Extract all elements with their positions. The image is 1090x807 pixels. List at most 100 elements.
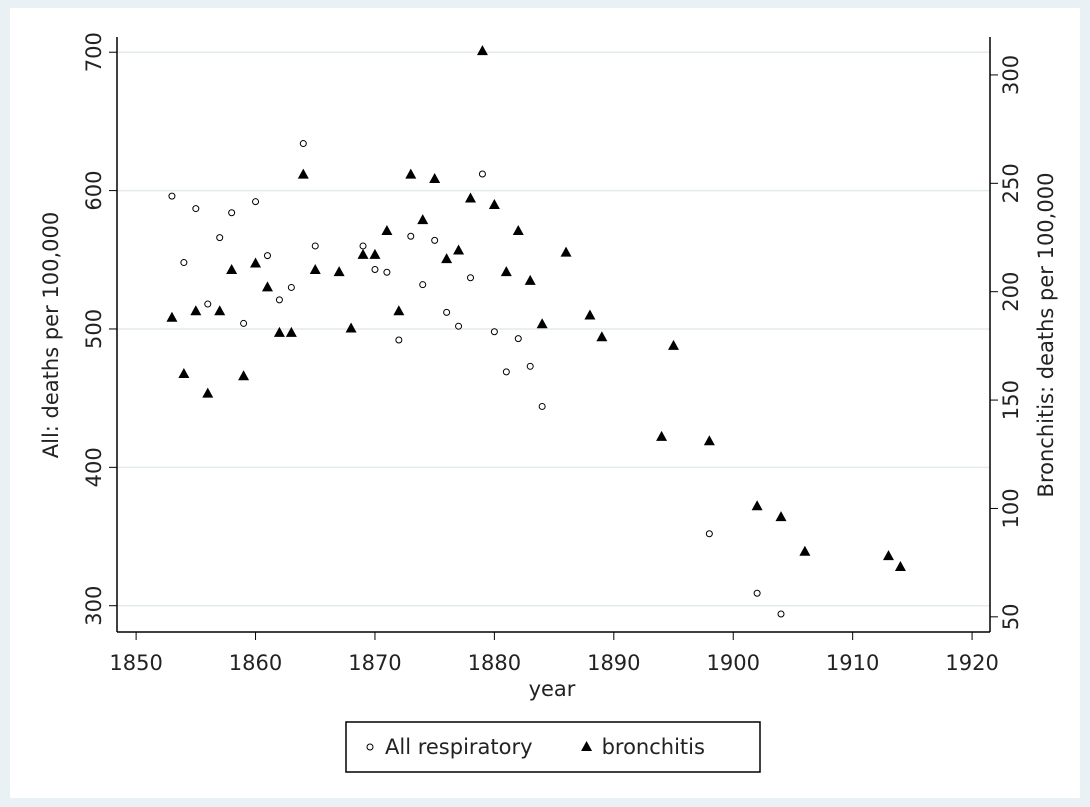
marker — [297, 168, 309, 179]
y-axis-title: All: deaths per 100,000 — [39, 212, 63, 458]
y2-tick-label: 250 — [999, 163, 1023, 203]
marker — [359, 242, 367, 250]
marker — [228, 209, 236, 217]
marker — [514, 335, 522, 343]
marker — [309, 264, 321, 275]
marker — [216, 234, 224, 242]
marker — [166, 311, 178, 322]
marker — [753, 589, 761, 597]
marker — [668, 339, 680, 350]
marker — [596, 331, 608, 342]
y2-tick-label: 150 — [999, 380, 1023, 420]
x-axis-title: year — [529, 677, 576, 701]
marker — [775, 511, 787, 522]
y-tick-label: 700 — [82, 32, 106, 72]
marker — [526, 362, 534, 370]
marker — [395, 336, 403, 344]
y2-tick-label: 200 — [999, 272, 1023, 312]
marker — [490, 328, 498, 336]
legend-marker — [366, 743, 374, 751]
marker — [345, 322, 357, 333]
marker — [250, 257, 262, 268]
marker — [407, 232, 415, 240]
marker — [263, 252, 271, 260]
marker — [333, 266, 345, 277]
marker — [441, 253, 453, 264]
marker — [500, 266, 512, 277]
marker — [204, 300, 212, 308]
y2-tick-label: 300 — [999, 55, 1023, 95]
marker — [512, 224, 524, 235]
marker — [431, 236, 439, 244]
marker — [252, 198, 260, 206]
x-tick-label: 1860 — [229, 651, 282, 675]
legend-label: bronchitis — [602, 735, 705, 759]
x-tick-label: 1870 — [348, 651, 401, 675]
marker — [299, 140, 307, 148]
marker — [357, 248, 369, 259]
marker — [502, 368, 510, 376]
marker — [371, 265, 379, 273]
marker — [285, 326, 297, 337]
marker — [419, 281, 427, 289]
marker — [455, 322, 463, 330]
x-tick-label: 1920 — [945, 651, 998, 675]
marker — [383, 268, 391, 276]
marker — [261, 281, 273, 292]
marker — [202, 387, 214, 398]
marker — [393, 305, 405, 316]
marker — [417, 214, 429, 225]
marker — [584, 309, 596, 320]
marker — [405, 168, 417, 179]
marker — [705, 530, 713, 538]
marker — [488, 198, 500, 209]
legend-label: All respiratory — [385, 735, 533, 759]
marker — [476, 45, 488, 56]
marker — [192, 205, 200, 213]
marker — [214, 305, 226, 316]
marker — [238, 370, 250, 381]
marker — [536, 318, 548, 329]
marker — [178, 368, 190, 379]
marker — [703, 435, 715, 446]
x-tick-label: 1890 — [587, 651, 640, 675]
marker — [538, 402, 546, 410]
marker — [751, 500, 763, 511]
marker — [240, 319, 248, 327]
x-tick-label: 1910 — [826, 651, 879, 675]
marker — [453, 244, 465, 255]
marker — [443, 308, 451, 316]
y2-tick-label: 50 — [999, 603, 1023, 630]
marker — [180, 259, 188, 267]
marker — [777, 610, 785, 618]
graph-region — [10, 8, 1080, 798]
marker — [275, 296, 283, 304]
marker — [429, 172, 441, 183]
marker — [226, 264, 238, 275]
marker — [560, 246, 572, 257]
marker — [381, 224, 393, 235]
marker — [524, 274, 536, 285]
marker — [656, 430, 668, 441]
marker — [894, 560, 906, 571]
y2-tick-label: 100 — [999, 488, 1023, 528]
legend-marker — [581, 741, 593, 751]
marker — [168, 192, 176, 200]
y-tick-label: 500 — [82, 309, 106, 349]
marker — [882, 550, 894, 561]
marker — [273, 326, 285, 337]
marker — [311, 242, 319, 250]
x-tick-label: 1850 — [109, 651, 162, 675]
marker — [190, 305, 202, 316]
y2-axis-title: Bronchitis: deaths per 100,000 — [1034, 173, 1058, 498]
y-tick-label: 300 — [82, 586, 106, 626]
y-tick-label: 400 — [82, 447, 106, 487]
marker — [478, 170, 486, 178]
marker — [464, 192, 476, 203]
legend-box — [345, 721, 761, 773]
x-tick-label: 1880 — [468, 651, 521, 675]
x-tick-label: 1900 — [707, 651, 760, 675]
marker — [799, 545, 811, 556]
